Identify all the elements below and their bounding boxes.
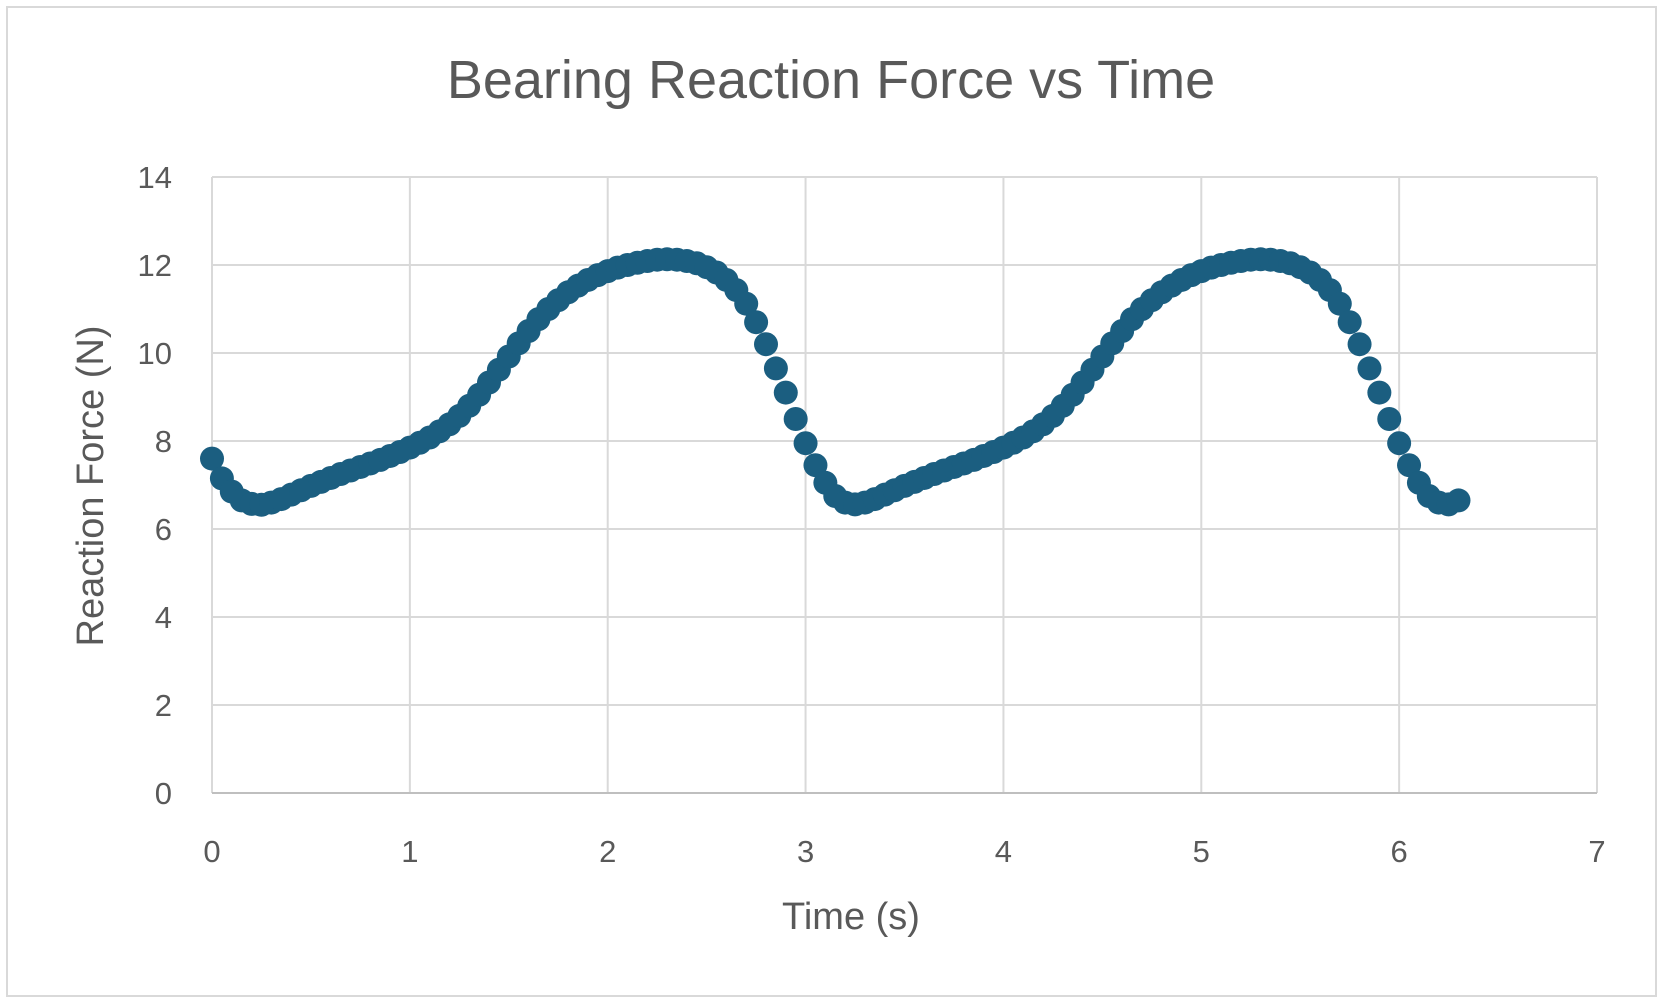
y-tick-label: 14 [138,160,172,195]
data-points [200,247,1471,517]
data-point [783,407,808,431]
y-tick-label: 6 [155,512,172,547]
x-tick-label: 6 [1391,834,1408,869]
y-axis-title: Reaction Force (N) [70,326,112,647]
data-point [1377,407,1402,431]
data-point [803,453,828,478]
x-tick-label: 4 [995,834,1012,869]
data-point [200,446,224,471]
data-point [793,431,818,456]
x-tick-label: 2 [599,834,616,869]
x-tick-label: 5 [1193,834,1210,869]
x-tick-label: 0 [203,834,220,869]
data-point [734,291,759,316]
data-point [1397,453,1422,478]
data-point [744,310,769,335]
x-tick-label: 3 [797,834,814,869]
data-point [773,380,798,405]
data-point [1387,431,1412,456]
data-point [763,356,788,381]
data-point [1357,356,1382,381]
data-point [1367,380,1392,405]
y-tick-label: 2 [155,688,172,723]
data-point [754,332,778,357]
y-tick-label: 4 [155,600,172,635]
data-point [1446,488,1471,513]
data-point [1327,291,1352,316]
y-tick-label: 10 [138,336,172,371]
data-point [1337,310,1362,335]
y-tick-label: 8 [155,424,172,459]
y-tick-label: 12 [138,248,172,283]
x-axis-title: Time (s) [782,896,920,938]
data-point [1347,332,1372,357]
x-tick-label: 1 [401,834,418,869]
x-tick-label: 7 [1588,834,1605,869]
chart-title: Bearing Reaction Force vs Time [447,50,1215,110]
y-tick-label: 0 [155,776,172,811]
